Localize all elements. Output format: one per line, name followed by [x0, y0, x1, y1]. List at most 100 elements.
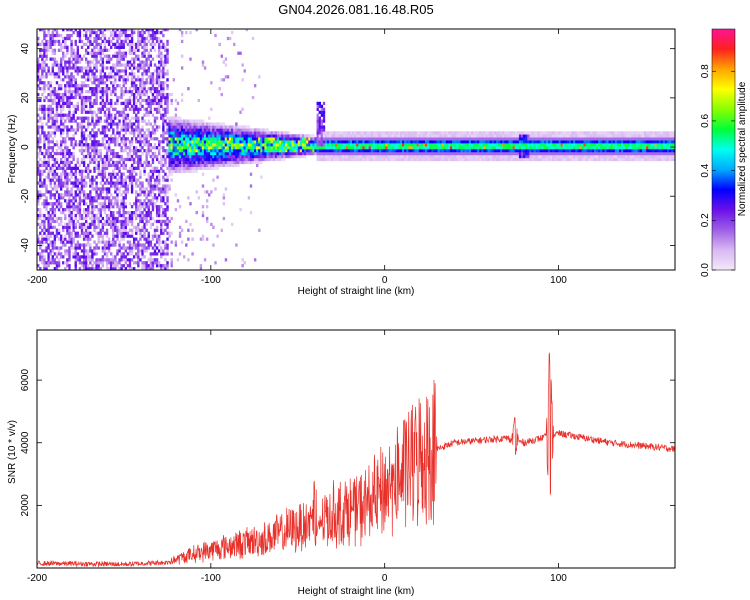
spectrogram-cell	[141, 252, 144, 256]
spectrogram-cell	[160, 225, 163, 229]
spectrogram-cell	[62, 163, 65, 168]
spectrogram-cell	[43, 231, 46, 235]
spectrogram-cell	[99, 187, 102, 191]
spectrogram-cell	[149, 169, 153, 173]
spectrogram-cell	[170, 128, 173, 132]
spectrogram-cell	[166, 261, 169, 265]
spectrogram-cell	[164, 163, 167, 168]
spectrogram-cell	[164, 243, 167, 247]
spectrogram-cell	[110, 45, 113, 49]
spectrogram-cell	[141, 66, 144, 70]
spectrogram-cell	[89, 107, 92, 111]
spectrogram-cell	[62, 113, 65, 117]
spectrogram-cell	[97, 60, 100, 64]
spectrogram-cell	[57, 202, 61, 206]
spectrogram-cell	[91, 249, 94, 253]
spectrogram-cell	[101, 81, 105, 85]
spectrogram-cell	[318, 146, 322, 150]
spectrogram-cell	[162, 128, 165, 132]
spectrogram-cell	[49, 84, 52, 88]
spectrogram-cell	[93, 240, 96, 244]
spectrogram-cell	[387, 134, 390, 138]
spectrogram-cell	[114, 219, 117, 224]
spectrogram-cell	[70, 222, 73, 227]
spectrogram-cell	[266, 131, 269, 135]
spectrogram-cell	[99, 78, 102, 82]
spectrogram-cell	[89, 143, 92, 147]
spectrogram-cell	[155, 92, 159, 97]
spectrogram-cell	[124, 33, 128, 38]
spectrogram-cell	[57, 66, 61, 70]
spectrogram-cell	[124, 69, 128, 73]
spectrogram-cell	[55, 234, 59, 238]
spectrogram-cell	[145, 89, 148, 94]
spectrogram-cell	[139, 249, 142, 253]
spectrogram-cell	[51, 255, 54, 259]
spectrogram-cell	[118, 246, 121, 250]
spectrogram-cell	[130, 163, 134, 168]
spectrogram-cell	[95, 33, 98, 38]
spectrogram-cell	[205, 205, 209, 209]
spectrogram-cell	[82, 246, 86, 250]
spectrogram-cell	[343, 140, 347, 144]
spectrogram-cell	[137, 75, 140, 79]
spectrogram-cell	[114, 181, 117, 185]
spectrogram-cell	[122, 196, 125, 200]
spectrogram-cell	[45, 187, 48, 191]
spectrogram-cell	[51, 172, 54, 176]
spectrogram-cell	[187, 122, 190, 126]
spectrogram-cell	[183, 255, 186, 259]
spectrogram-cell	[55, 264, 59, 268]
spectrogram-cell	[178, 143, 182, 147]
spectrogram-cell	[172, 163, 175, 168]
spectrogram-cell	[441, 154, 445, 159]
spectrogram-cell	[87, 119, 90, 123]
spectrogram-cell	[112, 116, 115, 120]
spectrogram-cell	[364, 137, 367, 141]
spectrogram-cell	[132, 178, 136, 182]
spectrogram-cell	[320, 119, 324, 123]
spectrogram-cell	[78, 33, 82, 38]
spectrogram-cell	[224, 128, 228, 132]
spectrogram-cell	[153, 252, 157, 256]
spectrogram-cell	[135, 216, 138, 221]
spectrogram-cell	[101, 89, 105, 94]
spectrogram-cell	[149, 98, 153, 103]
spectrogram-cell	[399, 134, 403, 138]
spectrogram-cell	[147, 113, 150, 117]
spectrogram-cell	[89, 210, 92, 215]
spectrogram-cell	[132, 78, 136, 82]
spectrogram-cell	[253, 134, 257, 138]
spectrogram-cell	[128, 213, 132, 218]
spectrogram-cell	[135, 172, 138, 176]
spectrogram-cell	[168, 119, 171, 123]
spectrogram-cell	[95, 101, 98, 106]
spectrogram-cell	[51, 48, 54, 52]
spectrogram-cell	[224, 125, 228, 129]
spectrogram-cell	[43, 63, 46, 67]
spectrogram-cell	[358, 149, 361, 153]
spectrogram-cell	[414, 137, 417, 141]
spectrogram-cell	[358, 146, 361, 150]
spectrogram-cell	[84, 234, 88, 238]
spectrogram-cell	[95, 181, 98, 185]
spectrogram-cell	[89, 202, 92, 206]
spectrogram-cell	[84, 225, 88, 229]
spectrogram-cell	[208, 140, 211, 144]
spectrogram-cell	[312, 143, 315, 147]
spectrogram-cell	[37, 119, 40, 123]
spectrogram-cell	[272, 157, 276, 162]
spectrogram-cell	[97, 122, 100, 126]
spectrogram-cell	[147, 178, 150, 182]
spectrogram-cell	[122, 54, 125, 58]
spectrogram-cell	[124, 178, 128, 182]
spectrogram-cell	[145, 187, 148, 191]
spectrogram-cell	[441, 134, 445, 138]
spectrogram-cell	[124, 29, 128, 32]
spectrogram-cell	[395, 154, 399, 159]
spectrogram-cell	[80, 151, 84, 156]
spectrogram-cell	[162, 81, 165, 85]
spectrogram-cell	[431, 143, 434, 147]
spectrogram-cell	[37, 72, 40, 76]
spectrogram-cell	[62, 237, 65, 241]
